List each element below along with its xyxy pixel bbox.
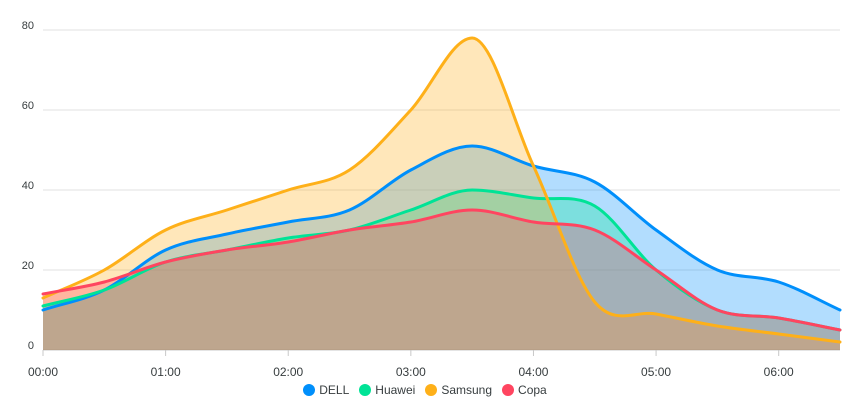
y-tick-label: 0 bbox=[28, 340, 34, 352]
x-tick-label: 02:00 bbox=[273, 365, 303, 379]
chart-canvas: 0 20 40 60 80 00:00 01:00 02:00 03:00 04:00 05:00… bbox=[22, 20, 842, 379]
legend-item-samsung[interactable]: Samsung bbox=[425, 383, 492, 397]
y-tick-label: 20 bbox=[22, 260, 34, 272]
series-lines bbox=[41, 36, 842, 344]
area-huawei bbox=[43, 190, 840, 350]
area-dell bbox=[43, 146, 840, 350]
line-copa bbox=[41, 208, 842, 332]
legend-item-dell[interactable]: DELL bbox=[303, 383, 349, 397]
legend-marker-icon bbox=[425, 384, 438, 396]
series-areas bbox=[43, 38, 840, 350]
line-dell bbox=[41, 144, 842, 312]
x-axis: 00:00 01:00 02:00 03:00 04:00 05:00 06:00 bbox=[28, 349, 840, 379]
legend-item-huawei[interactable]: Huawei bbox=[359, 383, 415, 397]
x-tick-label: 06:00 bbox=[764, 365, 794, 379]
y-tick-label: 40 bbox=[22, 180, 34, 192]
legend-marker-icon bbox=[359, 384, 372, 396]
legend-marker-icon bbox=[502, 384, 515, 396]
x-tick-label: 04:00 bbox=[518, 365, 548, 379]
legend-item-copa[interactable]: Copa bbox=[502, 383, 547, 397]
x-tick-label: 01:00 bbox=[151, 365, 181, 379]
y-tick-label: 80 bbox=[22, 20, 34, 32]
line-samsung bbox=[41, 36, 842, 344]
x-tick-label: 05:00 bbox=[641, 365, 671, 379]
legend-marker-icon bbox=[303, 384, 316, 396]
y-axis: 0 20 40 60 80 bbox=[22, 20, 34, 352]
legend-label: Huawei bbox=[375, 383, 416, 397]
area-samsung bbox=[43, 38, 840, 350]
legend: DELL Huawei Samsung Copa bbox=[0, 380, 850, 400]
y-tick-label: 60 bbox=[22, 100, 34, 112]
legend-label: DELL bbox=[319, 383, 350, 397]
x-tick-label: 03:00 bbox=[396, 365, 426, 379]
legend-label: Samsung bbox=[441, 383, 493, 397]
x-tick-label: 00:00 bbox=[28, 365, 58, 379]
legend-label: Copa bbox=[518, 383, 547, 397]
